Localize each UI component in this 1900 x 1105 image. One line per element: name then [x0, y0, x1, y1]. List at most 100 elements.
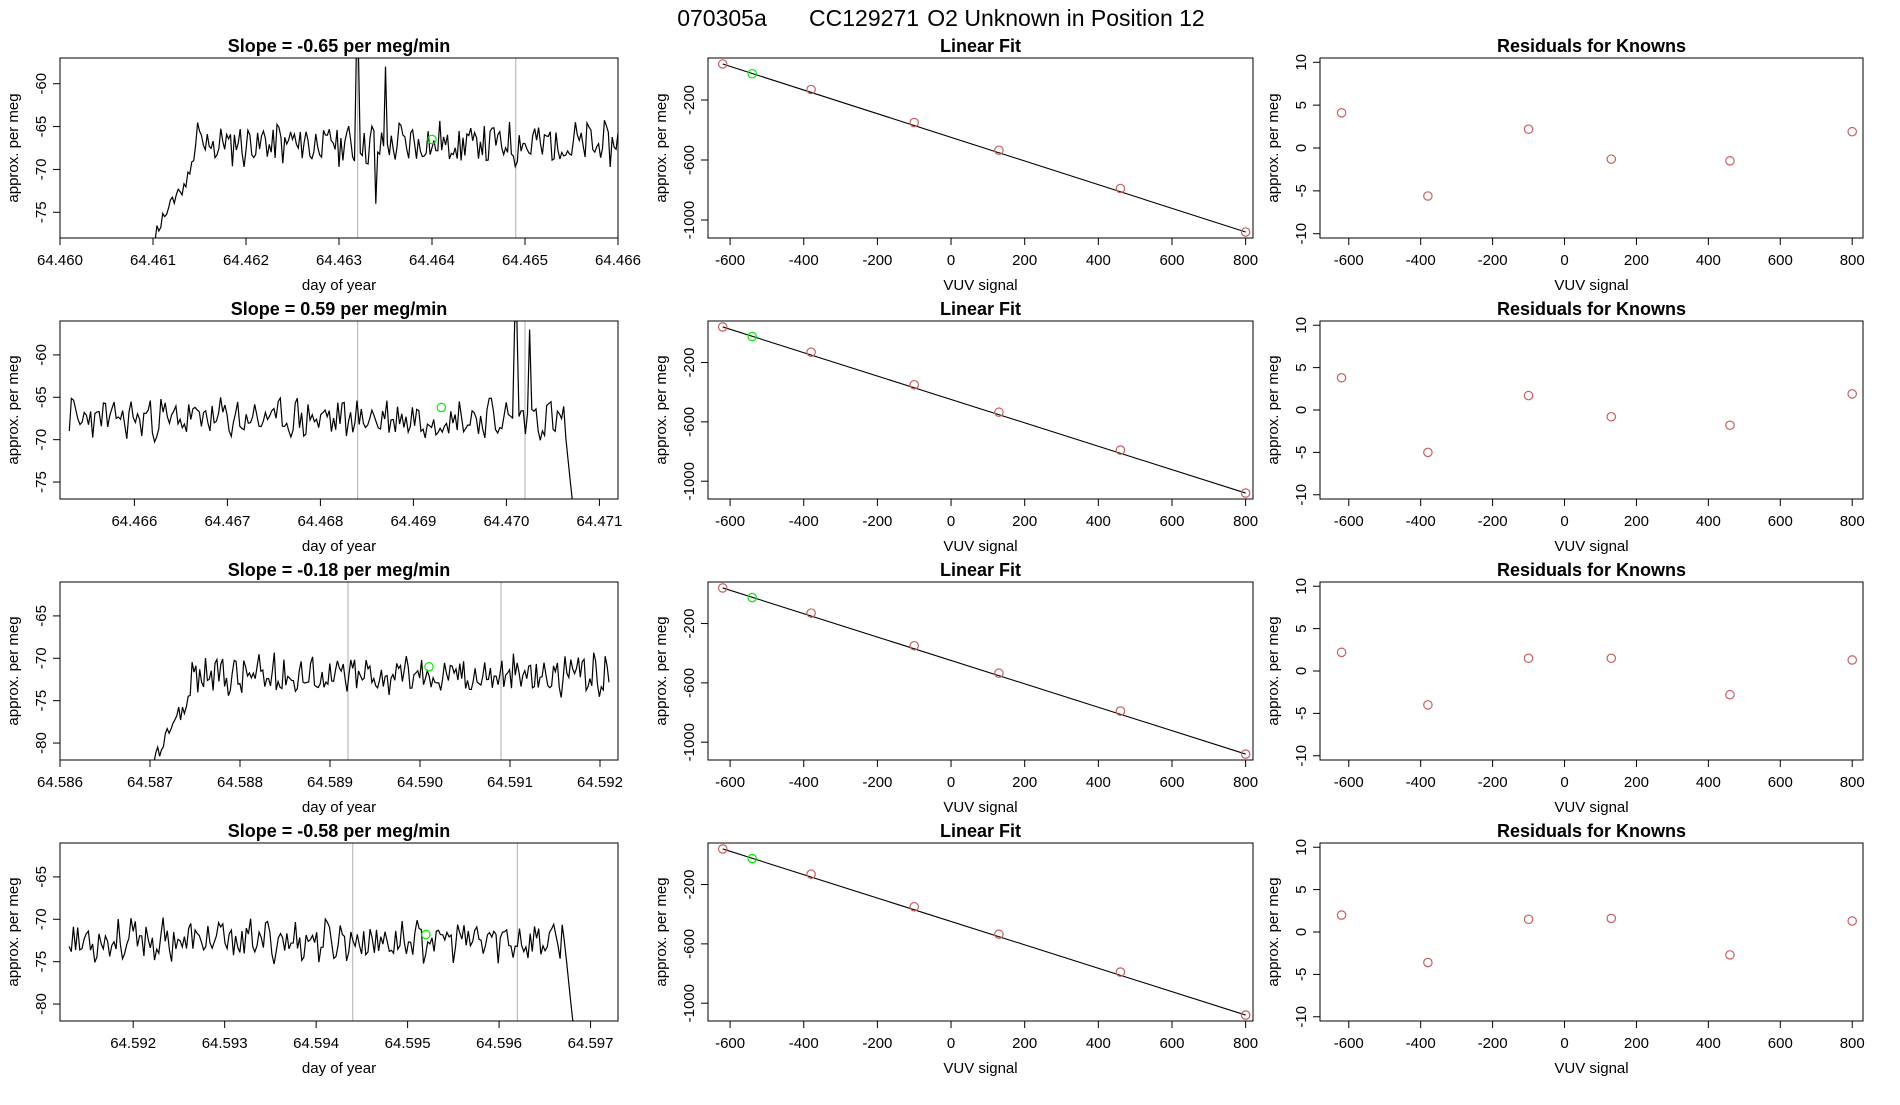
fit-line	[722, 63, 1246, 233]
x-axis-label: day of year	[302, 538, 376, 555]
x-tick-label: 64.587	[127, 774, 173, 791]
plot-frame	[1319, 320, 1864, 500]
panel-row1-timeseries: Slope = -0.65 per meg/min day of year appr…	[5, 36, 641, 294]
x-axis-label: day of year	[302, 277, 376, 294]
plot-frame	[1319, 57, 1864, 239]
unknown-point	[747, 853, 757, 864]
y-tick-label: -75	[33, 201, 50, 223]
x-tick-label: 400	[1086, 252, 1111, 269]
x-tick-label: 64.592	[577, 774, 623, 791]
plot-frame	[59, 842, 619, 1022]
x-axis-label: VUV signal	[1554, 1060, 1628, 1077]
x-tick-label: 200	[1012, 252, 1037, 269]
x-tick-label: 64.591	[487, 774, 533, 791]
x-tick-label: -200	[862, 252, 892, 269]
known-point	[1336, 372, 1347, 383]
x-tick-label: 600	[1768, 513, 1793, 530]
plot-frame	[59, 320, 619, 500]
y-tick-label: 5	[1293, 885, 1310, 893]
plot-data	[717, 322, 1251, 498]
y-tick-label: -65	[33, 605, 50, 627]
timeseries-line	[154, 58, 618, 238]
x-tick-label: 200	[1012, 1035, 1037, 1052]
fit-line	[722, 848, 1246, 1016]
plot-frame	[59, 581, 619, 761]
y-tick-label: 0	[1293, 928, 1310, 936]
panel-row4-residuals: Residuals for Knowns VUV signal approx. pe…	[1265, 821, 1865, 1077]
x-axis-label: VUV signal	[1554, 277, 1628, 294]
y-tick-label: 5	[1293, 363, 1310, 371]
unknown-point	[421, 929, 431, 940]
known-point	[1606, 913, 1617, 924]
timeseries-line	[68, 917, 574, 1021]
x-tick-label: 600	[1159, 513, 1184, 530]
x-tick-label: -600	[1334, 513, 1364, 530]
unknown-point	[436, 402, 447, 413]
x-tick-label: -200	[1478, 252, 1508, 269]
x-tick-label: -400	[1406, 1035, 1436, 1052]
plot-frame	[707, 320, 1254, 500]
x-tick-label: 64.589	[307, 774, 353, 791]
known-point	[909, 901, 920, 912]
plot-data	[68, 843, 574, 1021]
x-tick-label: 64.460	[37, 252, 83, 269]
y-tick-label: -200	[681, 85, 698, 115]
x-tick-label: 200	[1624, 1035, 1649, 1052]
known-point	[717, 844, 728, 854]
x-tick-label: -400	[1406, 513, 1436, 530]
known-point	[994, 145, 1004, 156]
x-tick-label: 200	[1624, 774, 1649, 791]
panel-title: Residuals for Knowns	[1497, 36, 1686, 56]
known-point	[1336, 647, 1347, 658]
y-tick-label: -600	[681, 929, 698, 959]
x-tick-label: -400	[1406, 252, 1436, 269]
y-tick-label: -75	[33, 690, 50, 712]
known-point	[1847, 655, 1858, 665]
y-tick-label: -75	[33, 471, 50, 493]
y-tick-label: -5	[1293, 446, 1310, 459]
x-tick-label: 0	[1560, 1035, 1568, 1052]
y-axis-label: approx. per meg	[5, 616, 22, 725]
x-tick-label: 64.469	[390, 513, 436, 530]
y-axis-label: approx. per meg	[653, 877, 670, 986]
x-tick-label: 64.471	[576, 513, 622, 530]
x-tick-label: 64.461	[130, 252, 176, 269]
x-tick-label: -400	[789, 513, 819, 530]
known-point	[1523, 390, 1534, 401]
x-axis-label: VUV signal	[943, 538, 1017, 555]
known-point	[1115, 183, 1126, 194]
x-tick-label: -200	[862, 1035, 892, 1052]
x-tick-label: -400	[789, 1035, 819, 1052]
x-tick-label: -600	[715, 1035, 745, 1052]
y-tick-label: -70	[33, 159, 50, 181]
x-tick-label: 64.592	[110, 1035, 156, 1052]
x-tick-label: 400	[1696, 774, 1721, 791]
x-axis-label: VUV signal	[943, 277, 1017, 294]
x-tick-label: 800	[1840, 774, 1865, 791]
x-tick-label: 800	[1233, 1035, 1258, 1052]
x-tick-label: -200	[1478, 1035, 1508, 1052]
x-tick-label: 64.467	[204, 513, 250, 530]
x-tick-label: 64.466	[111, 513, 157, 530]
x-tick-label: -600	[715, 774, 745, 791]
x-tick-label: 800	[1840, 252, 1865, 269]
timeseries-line	[151, 652, 610, 760]
timeseries-line	[68, 321, 573, 499]
y-axis-label: approx. per meg	[653, 355, 670, 464]
y-tick-label: -5	[1293, 968, 1310, 981]
known-point	[1725, 420, 1735, 431]
x-tick-label: 0	[1560, 513, 1568, 530]
known-point	[1423, 191, 1433, 201]
y-tick-label: -10	[1293, 484, 1310, 506]
y-tick-label: 0	[1293, 144, 1310, 152]
y-axis-label: approx. per meg	[1265, 877, 1282, 986]
y-axis-label: approx. per meg	[5, 355, 22, 464]
x-tick-label: 200	[1012, 774, 1037, 791]
x-tick-label: 64.590	[397, 774, 443, 791]
x-tick-label: -600	[715, 513, 745, 530]
unknown-point	[747, 68, 757, 79]
plot-data	[1336, 647, 1858, 710]
panel-title: Linear Fit	[940, 299, 1021, 319]
x-tick-label: 64.595	[385, 1035, 431, 1052]
